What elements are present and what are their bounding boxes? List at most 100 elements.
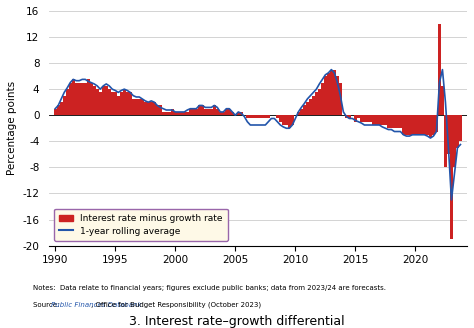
Text: Notes:  Data relate to financial years; figures exclude public banks; data from : Notes: Data relate to financial years; f… xyxy=(33,285,386,291)
Bar xyxy=(276,115,279,118)
Bar xyxy=(144,102,146,115)
Bar xyxy=(147,102,150,115)
Bar xyxy=(246,115,249,118)
Bar xyxy=(222,112,225,115)
Bar xyxy=(327,73,330,115)
Bar xyxy=(156,105,159,115)
Bar xyxy=(90,83,92,115)
Bar xyxy=(99,92,101,115)
Bar xyxy=(336,76,339,115)
Bar xyxy=(57,105,60,115)
Bar xyxy=(267,115,270,118)
Bar xyxy=(138,99,141,115)
Bar xyxy=(93,86,96,115)
Bar xyxy=(348,115,351,118)
Bar xyxy=(135,99,137,115)
Bar xyxy=(444,115,447,167)
Bar xyxy=(315,92,318,115)
Bar xyxy=(195,109,198,115)
Bar xyxy=(252,115,255,118)
Bar xyxy=(201,105,204,115)
Bar xyxy=(423,115,426,135)
Bar xyxy=(87,79,90,115)
Bar xyxy=(360,115,363,122)
Bar xyxy=(225,109,228,115)
Bar xyxy=(255,115,258,118)
Bar xyxy=(282,115,285,125)
Bar xyxy=(429,115,432,138)
Bar xyxy=(363,115,366,122)
Bar xyxy=(213,105,216,115)
Bar xyxy=(249,115,252,118)
Bar xyxy=(123,89,126,115)
Bar xyxy=(303,105,306,115)
Bar xyxy=(345,115,348,118)
Bar xyxy=(78,83,81,115)
Bar xyxy=(72,79,74,115)
Bar xyxy=(210,109,213,115)
Bar xyxy=(84,83,87,115)
Bar xyxy=(261,115,264,118)
Bar xyxy=(306,102,309,115)
Bar xyxy=(387,115,390,128)
Bar xyxy=(399,115,402,128)
Bar xyxy=(183,112,186,115)
Bar xyxy=(159,105,162,115)
Bar xyxy=(69,83,72,115)
Y-axis label: Percentage points: Percentage points xyxy=(7,81,17,175)
Bar xyxy=(60,102,63,115)
Bar xyxy=(204,109,207,115)
Bar xyxy=(114,92,117,115)
Bar xyxy=(231,112,234,115)
Bar xyxy=(378,115,381,125)
Bar xyxy=(459,115,462,141)
Bar xyxy=(411,115,414,135)
Bar xyxy=(153,102,155,115)
Bar xyxy=(171,109,173,115)
Bar xyxy=(372,115,375,125)
Bar xyxy=(447,115,450,154)
Bar xyxy=(438,24,441,115)
Bar xyxy=(105,86,108,115)
Bar xyxy=(186,112,189,115)
Bar xyxy=(192,109,195,115)
Text: Public Finances Databank: Public Finances Databank xyxy=(51,302,142,308)
Text: Source:: Source: xyxy=(33,302,62,308)
Bar xyxy=(414,115,417,135)
Bar xyxy=(120,92,123,115)
Bar xyxy=(339,83,342,115)
Bar xyxy=(66,89,69,115)
Bar xyxy=(111,92,114,115)
Bar xyxy=(75,83,78,115)
Bar xyxy=(288,115,291,128)
Bar xyxy=(63,96,65,115)
Bar xyxy=(333,70,336,115)
Bar xyxy=(396,115,399,128)
Bar xyxy=(441,86,444,115)
Bar xyxy=(366,115,369,122)
Bar xyxy=(132,99,135,115)
Bar xyxy=(237,112,240,115)
Bar xyxy=(96,89,99,115)
Bar xyxy=(168,112,171,115)
Bar xyxy=(408,115,411,135)
Bar xyxy=(228,109,231,115)
Bar xyxy=(417,115,420,135)
Bar xyxy=(126,92,128,115)
Bar xyxy=(198,105,201,115)
Bar xyxy=(426,115,429,135)
Bar xyxy=(312,96,315,115)
Bar xyxy=(432,115,435,135)
Bar xyxy=(309,99,312,115)
Bar xyxy=(141,99,144,115)
Bar xyxy=(456,115,459,148)
Bar xyxy=(354,115,357,122)
Bar xyxy=(177,112,180,115)
Bar xyxy=(102,86,105,115)
Bar xyxy=(381,115,384,125)
Bar xyxy=(321,83,324,115)
Bar xyxy=(258,115,261,118)
Bar xyxy=(384,115,387,125)
Bar xyxy=(297,112,300,115)
Bar xyxy=(180,112,182,115)
